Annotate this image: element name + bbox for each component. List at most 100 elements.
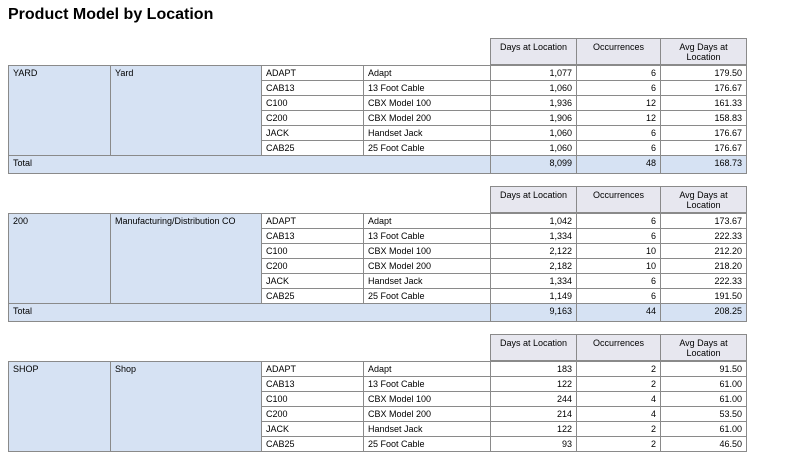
item-text: C200	[261, 258, 364, 274]
item-value: 222.33	[660, 228, 747, 244]
item-value: 218.20	[660, 258, 747, 274]
total-label: Total	[8, 155, 491, 174]
item-value: 6	[576, 228, 661, 244]
item-value: 6	[576, 213, 661, 229]
item-text: CAB13	[261, 228, 364, 244]
item-value: 1,042	[490, 213, 577, 229]
item-value: 191.50	[660, 288, 747, 304]
item-value: 61.00	[660, 421, 747, 437]
item-value: 122	[490, 421, 577, 437]
item-value: 122	[490, 376, 577, 392]
item-value: 2	[576, 436, 661, 452]
location-name: Manufacturing/Distribution CO	[110, 213, 262, 304]
item-text: CAB25	[261, 288, 364, 304]
column-header: Occurrences	[576, 186, 661, 213]
item-text: Adapt	[363, 65, 491, 81]
item-text: ADAPT	[261, 65, 364, 81]
item-text: CBX Model 100	[363, 243, 491, 259]
total-label: Total	[8, 303, 491, 322]
item-value: 93	[490, 436, 577, 452]
location-name: Yard	[110, 65, 262, 156]
column-header: Days at Location	[490, 38, 577, 65]
total-value: 208.25	[660, 303, 747, 322]
item-text: CBX Model 100	[363, 95, 491, 111]
item-text: Adapt	[363, 213, 491, 229]
location-code: YARD	[8, 65, 111, 156]
column-header: Occurrences	[576, 334, 661, 361]
item-text: Handset Jack	[363, 421, 491, 437]
item-value: 6	[576, 273, 661, 289]
item-value: 10	[576, 258, 661, 274]
item-value: 158.83	[660, 110, 747, 126]
location-code: SHOP	[8, 361, 111, 452]
location-name: Shop	[110, 361, 262, 452]
item-value: 53.50	[660, 406, 747, 422]
item-text: CBX Model 200	[363, 110, 491, 126]
item-value: 179.50	[660, 65, 747, 81]
item-text: JACK	[261, 125, 364, 141]
item-value: 176.67	[660, 125, 747, 141]
item-text: Adapt	[363, 361, 491, 377]
item-value: 4	[576, 391, 661, 407]
item-value: 1,334	[490, 228, 577, 244]
item-text: 13 Foot Cable	[363, 80, 491, 96]
item-value: 161.33	[660, 95, 747, 111]
item-value: 214	[490, 406, 577, 422]
location-code: 200	[8, 213, 111, 304]
item-value: 61.00	[660, 391, 747, 407]
item-value: 244	[490, 391, 577, 407]
item-value: 222.33	[660, 273, 747, 289]
total-value: 44	[576, 303, 661, 322]
item-text: C200	[261, 110, 364, 126]
item-value: 173.67	[660, 213, 747, 229]
column-header: Avg Days at Location	[660, 334, 747, 361]
item-value: 6	[576, 140, 661, 156]
item-text: 25 Foot Cable	[363, 436, 491, 452]
item-text: 25 Foot Cable	[363, 288, 491, 304]
item-value: 176.67	[660, 140, 747, 156]
item-text: ADAPT	[261, 213, 364, 229]
total-value: 48	[576, 155, 661, 174]
item-text: JACK	[261, 421, 364, 437]
column-header: Days at Location	[490, 186, 577, 213]
item-text: C100	[261, 243, 364, 259]
item-value: 2	[576, 376, 661, 392]
item-value: 4	[576, 406, 661, 422]
item-value: 46.50	[660, 436, 747, 452]
item-text: 13 Foot Cable	[363, 376, 491, 392]
item-value: 1,906	[490, 110, 577, 126]
item-text: JACK	[261, 273, 364, 289]
item-value: 1,149	[490, 288, 577, 304]
column-header: Occurrences	[576, 38, 661, 65]
item-value: 2	[576, 361, 661, 377]
item-value: 2	[576, 421, 661, 437]
item-text: C100	[261, 95, 364, 111]
item-value: 6	[576, 65, 661, 81]
item-value: 1,334	[490, 273, 577, 289]
item-value: 2,122	[490, 243, 577, 259]
item-text: CAB13	[261, 376, 364, 392]
column-header: Avg Days at Location	[660, 186, 747, 213]
item-value: 1,060	[490, 140, 577, 156]
item-value: 1,060	[490, 125, 577, 141]
item-value: 10	[576, 243, 661, 259]
item-value: 61.00	[660, 376, 747, 392]
item-value: 12	[576, 110, 661, 126]
item-text: C100	[261, 391, 364, 407]
column-header: Days at Location	[490, 334, 577, 361]
item-value: 6	[576, 125, 661, 141]
item-value: 1,077	[490, 65, 577, 81]
item-value: 2,182	[490, 258, 577, 274]
total-value: 9,163	[490, 303, 577, 322]
item-text: 13 Foot Cable	[363, 228, 491, 244]
item-value: 6	[576, 80, 661, 96]
item-text: ADAPT	[261, 361, 364, 377]
item-value: 91.50	[660, 361, 747, 377]
item-value: 183	[490, 361, 577, 377]
item-text: CBX Model 100	[363, 391, 491, 407]
item-text: CAB25	[261, 436, 364, 452]
total-value: 168.73	[660, 155, 747, 174]
item-text: CBX Model 200	[363, 406, 491, 422]
total-value: 8,099	[490, 155, 577, 174]
